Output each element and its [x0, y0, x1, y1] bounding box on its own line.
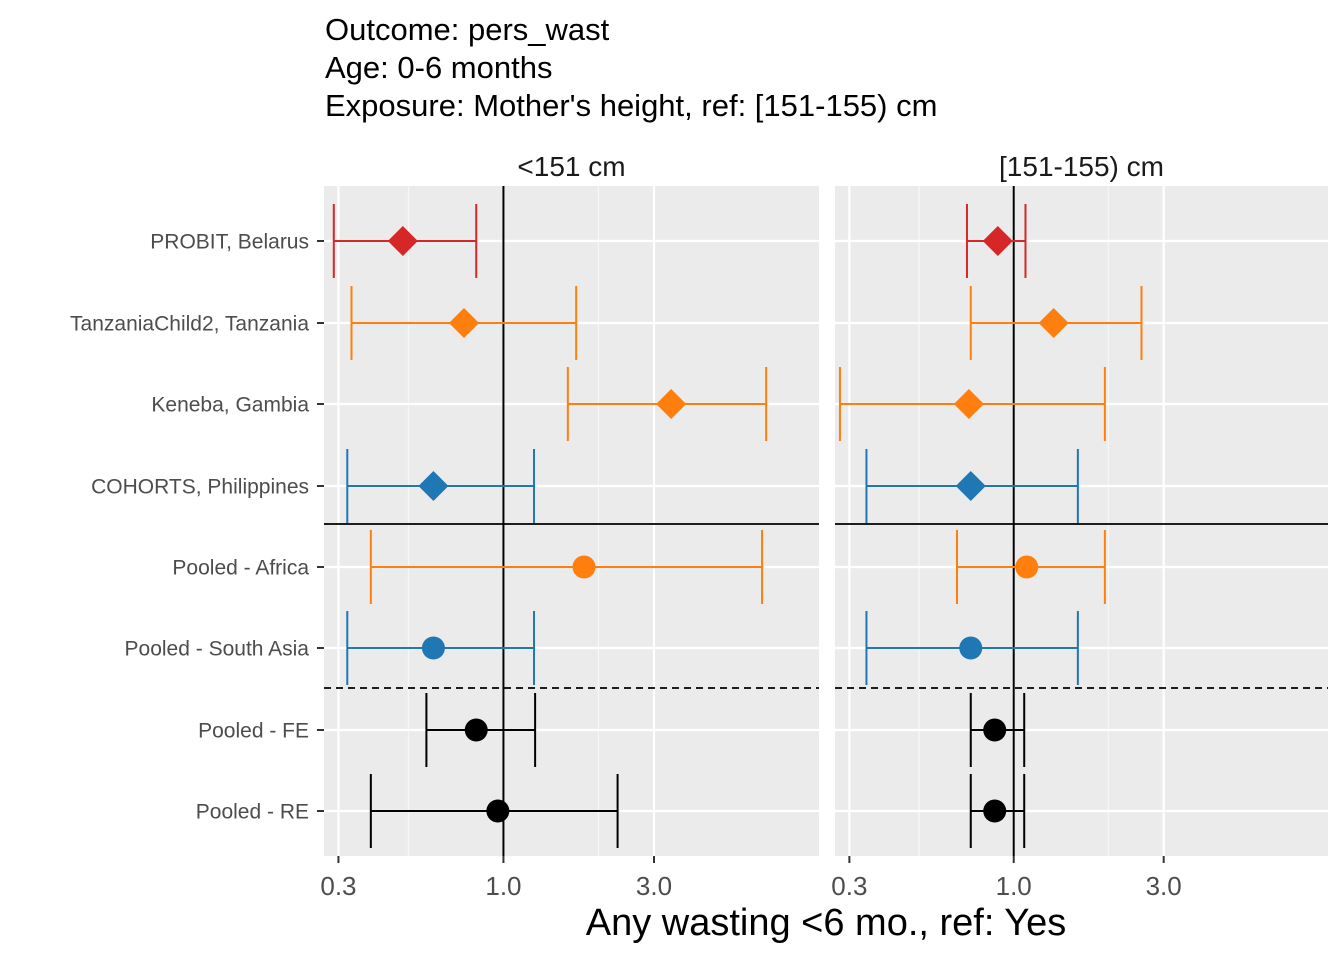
errorbar-pooled-fe — [425, 693, 537, 767]
point-estimate-diamond — [955, 471, 986, 501]
point-estimate-diamond — [982, 226, 1013, 256]
errorbar-cohorts-philippines — [346, 449, 536, 523]
point-estimate-circle — [983, 718, 1007, 742]
errorbar-pooled-africa — [955, 530, 1106, 604]
point-estimate-circle — [1015, 555, 1039, 579]
errorbar-keneba-gambia — [566, 367, 768, 441]
point-estimate-circle — [983, 799, 1007, 823]
errorbar-pooled-africa — [369, 530, 764, 604]
y-tick-label: Pooled - Africa — [172, 557, 309, 580]
errorbar-pooled-re — [969, 774, 1026, 848]
facet-strip-label: [151-155) cm — [999, 151, 1164, 182]
point-estimate-circle — [486, 799, 510, 823]
x-tick-label: 0.3 — [831, 871, 867, 901]
errorbar-tanzaniachild2-tanzania — [969, 286, 1143, 360]
panel-background — [324, 186, 819, 856]
y-tick-label: Pooled - RE — [196, 801, 309, 824]
point-estimate-circle — [421, 636, 445, 660]
point-estimate-diamond — [1038, 308, 1069, 338]
point-estimate-diamond — [387, 226, 418, 256]
errorbar-keneba-gambia — [838, 367, 1106, 441]
point-estimate-circle — [464, 718, 488, 742]
x-tick-label: 0.3 — [320, 871, 356, 901]
chart-title-line: Age: 0-6 months — [325, 50, 552, 85]
y-tick-label: Pooled - FE — [198, 720, 309, 743]
point-estimate-diamond — [418, 471, 449, 501]
point-estimate-diamond — [953, 389, 984, 419]
errorbar-pooled-south-asia — [865, 611, 1079, 685]
x-tick-label: 1.0 — [996, 871, 1032, 901]
errorbar-pooled-fe — [969, 693, 1026, 767]
x-tick-label: 3.0 — [636, 871, 672, 901]
point-estimate-circle — [572, 555, 596, 579]
y-tick-label: COHORTS, Philippines — [91, 476, 309, 499]
y-tick-label: Keneba, Gambia — [151, 394, 309, 417]
facet-strip-label: <151 cm — [517, 151, 625, 182]
x-tick-label: 3.0 — [1146, 871, 1182, 901]
panel-background — [835, 186, 1328, 856]
errorbar-pooled-re — [369, 774, 619, 848]
point-estimate-diamond — [449, 308, 480, 338]
errorbar-cohorts-philippines — [865, 449, 1079, 523]
chart-title-line: Outcome: pers_wast — [325, 12, 610, 47]
panel-151-155: [151-155) cm 0.3 1.0 3.0 — [831, 151, 1328, 901]
chart-title-line: Exposure: Mother's height, ref: [151-155… — [325, 88, 937, 123]
errorbar-pooled-south-asia — [346, 611, 536, 685]
y-tick-label: PROBIT, Belarus — [150, 231, 309, 254]
point-estimate-diamond — [656, 389, 687, 419]
errorbar-tanzaniachild2-tanzania — [350, 286, 578, 360]
errorbar-probit-belarus — [332, 204, 478, 278]
x-axis-title: Any wasting <6 mo., ref: Yes — [586, 902, 1067, 944]
panel-lt151: <151 cm 0.3 1.0 3.0 — [320, 151, 819, 901]
y-tick-label: Pooled - South Asia — [125, 638, 310, 661]
x-tick-label: 1.0 — [485, 871, 521, 901]
errorbar-probit-belarus — [965, 204, 1027, 278]
y-tick-label: TanzaniaChild2, Tanzania — [70, 313, 309, 336]
point-estimate-circle — [959, 636, 983, 660]
